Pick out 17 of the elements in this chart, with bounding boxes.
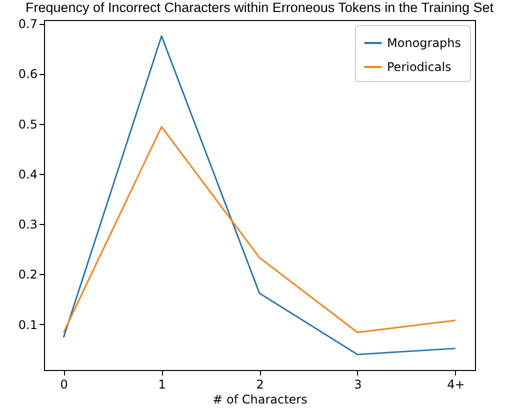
x-tick-label: 1 (158, 378, 166, 392)
y-tick-label: 0.6 (18, 67, 38, 82)
y-tick-label: 0.5 (18, 117, 38, 132)
x-tick-label: 0 (60, 378, 68, 392)
y-tick-label: 0.3 (18, 218, 38, 232)
y-tick-label: 0.1 (18, 318, 38, 332)
legend-label: Periodicals (387, 60, 452, 74)
line-series (62, 126, 456, 334)
x-axis-title: # of Characters (212, 392, 308, 406)
y-tick-label: 0.4 (18, 167, 38, 182)
chart-title: Frequency of Incorrect Characters within Erroneous Tokens in the Training Set (26, 0, 494, 16)
x-tick-label: 3 (354, 378, 362, 392)
x-tick-label: 4+ (447, 378, 465, 392)
y-tick-label: 0.7 (18, 17, 38, 32)
x-tick-label: 2 (256, 378, 264, 392)
legend-label: Monographs (387, 36, 462, 50)
y-tick-label: 0.2 (18, 268, 38, 282)
